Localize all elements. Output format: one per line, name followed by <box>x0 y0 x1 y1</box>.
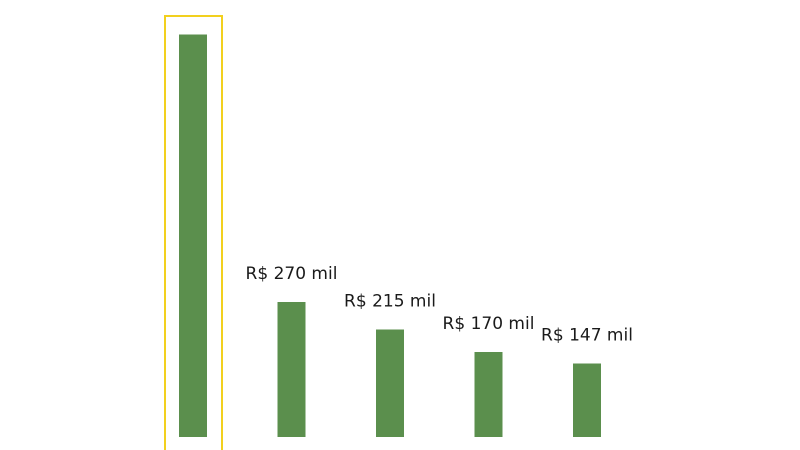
bar <box>376 329 404 437</box>
value-label: R$ 147 mil <box>541 326 633 346</box>
highlight-box <box>164 15 223 450</box>
value-label: R$ 270 mil <box>246 264 338 284</box>
bar <box>277 302 306 437</box>
value-label: R$ 170 mil <box>443 314 535 334</box>
bar <box>573 363 601 437</box>
value-label: R$ 215 mil <box>344 292 436 312</box>
bar <box>179 34 207 437</box>
bar <box>474 352 503 437</box>
